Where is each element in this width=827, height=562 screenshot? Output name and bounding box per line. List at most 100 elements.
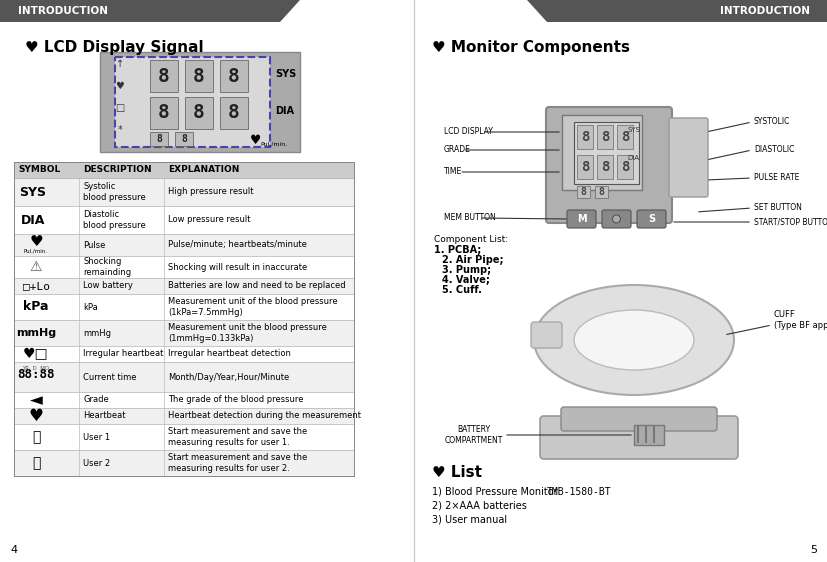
Bar <box>185 97 213 129</box>
Bar <box>14 178 354 206</box>
Text: 4. Valve;: 4. Valve; <box>442 275 490 285</box>
Text: 8: 8 <box>158 103 170 123</box>
Text: 3. Pump;: 3. Pump; <box>442 265 491 275</box>
Ellipse shape <box>574 310 694 370</box>
Text: 8: 8 <box>194 103 205 123</box>
Text: TMB-1580-BT: TMB-1580-BT <box>547 487 612 497</box>
Text: Batteries are low and need to be replaced: Batteries are low and need to be replace… <box>168 282 346 291</box>
Text: 5. Cuff.: 5. Cuff. <box>442 285 482 295</box>
Bar <box>150 60 178 92</box>
Text: GRADE: GRADE <box>444 146 471 155</box>
Text: Measurement unit the blood pressure
(1mmHg=0.133kPa): Measurement unit the blood pressure (1mm… <box>168 323 327 343</box>
Text: Pul./min.: Pul./min. <box>24 248 48 253</box>
Text: ◄: ◄ <box>30 391 42 409</box>
Text: ⚠: ⚠ <box>30 260 42 274</box>
Text: Component List:: Component List: <box>434 235 508 244</box>
Text: 8: 8 <box>621 130 629 144</box>
Bar <box>220 60 248 92</box>
Text: 8: 8 <box>621 160 629 174</box>
Text: ♥ Monitor Components: ♥ Monitor Components <box>432 40 630 55</box>
Text: 8: 8 <box>600 130 609 144</box>
Text: Low battery: Low battery <box>83 282 133 291</box>
Text: Pul./min.: Pul./min. <box>260 141 287 146</box>
Bar <box>617 155 633 179</box>
Text: ♥: ♥ <box>29 234 43 250</box>
Text: kPa: kPa <box>83 302 98 311</box>
Text: SYSTOLIC: SYSTOLIC <box>754 117 791 126</box>
Text: 8: 8 <box>156 134 162 144</box>
Bar <box>577 186 590 198</box>
Text: ♥: ♥ <box>250 134 261 147</box>
Bar <box>14 392 354 408</box>
FancyBboxPatch shape <box>567 210 596 228</box>
Text: 8: 8 <box>194 66 205 85</box>
Text: DESCRIPTION: DESCRIPTION <box>83 165 151 174</box>
Bar <box>577 125 593 149</box>
Bar <box>220 97 248 129</box>
Text: DIA: DIA <box>275 106 294 116</box>
Text: YR  D  MO: YR D MO <box>22 366 49 371</box>
Text: 8: 8 <box>599 187 605 197</box>
Text: Pulse: Pulse <box>83 241 105 250</box>
Text: 1) Blood Pressure Monitor: 1) Blood Pressure Monitor <box>432 487 557 497</box>
Text: SYS: SYS <box>275 69 296 79</box>
FancyBboxPatch shape <box>669 118 708 197</box>
Bar <box>14 450 354 476</box>
FancyBboxPatch shape <box>602 210 631 228</box>
Text: □: □ <box>116 103 125 113</box>
Text: 8: 8 <box>228 66 240 85</box>
Bar <box>597 155 613 179</box>
Text: mmHg: mmHg <box>16 328 56 338</box>
Text: EXPLANATION: EXPLANATION <box>168 165 239 174</box>
Bar <box>14 234 354 256</box>
Text: mmHg: mmHg <box>83 329 111 338</box>
Bar <box>562 115 642 190</box>
Circle shape <box>613 215 620 223</box>
FancyBboxPatch shape <box>546 107 672 223</box>
Bar <box>14 408 354 424</box>
Text: User 2: User 2 <box>83 459 110 468</box>
Text: MEM BUTTON: MEM BUTTON <box>444 214 495 223</box>
Text: S: S <box>648 214 655 224</box>
Text: BATTERY
COMPARTMENT: BATTERY COMPARTMENT <box>445 425 503 445</box>
Text: CUFF
(Type BF applied part): CUFF (Type BF applied part) <box>774 310 827 330</box>
Text: 8: 8 <box>228 103 240 123</box>
Text: 8: 8 <box>581 130 589 144</box>
Text: SET BUTTON: SET BUTTON <box>754 203 802 212</box>
Text: The grade of the blood pressure: The grade of the blood pressure <box>168 396 304 405</box>
Text: ♥ LCD Display Signal: ♥ LCD Display Signal <box>25 40 203 55</box>
Text: ♥ List: ♥ List <box>432 465 482 480</box>
FancyBboxPatch shape <box>531 322 562 348</box>
Text: 1. PCBA;: 1. PCBA; <box>434 245 481 255</box>
Text: 8: 8 <box>581 160 589 174</box>
Text: ↑: ↑ <box>116 59 124 69</box>
Text: START/STOP BUTTON: START/STOP BUTTON <box>754 217 827 226</box>
Text: ♥□: ♥□ <box>23 347 49 361</box>
Text: DIASTOLIC: DIASTOLIC <box>754 146 795 155</box>
Text: Shocking
remainding: Shocking remainding <box>83 257 131 277</box>
Bar <box>14 256 354 278</box>
Text: TIME: TIME <box>444 167 462 176</box>
Text: INTRODUCTION: INTRODUCTION <box>720 6 810 16</box>
Text: ♥: ♥ <box>29 407 44 425</box>
Text: Month/Day/Year,Hour/Minute: Month/Day/Year,Hour/Minute <box>168 373 289 382</box>
Text: ♥: ♥ <box>116 81 124 91</box>
Polygon shape <box>0 0 300 22</box>
Text: Measurement unit of the blood pressure
(1kPa=7.5mmHg): Measurement unit of the blood pressure (… <box>168 297 337 317</box>
Bar <box>14 206 354 234</box>
Bar <box>14 294 354 320</box>
Text: 88:88: 88:88 <box>17 369 55 382</box>
Bar <box>14 320 354 346</box>
Text: High pressure result: High pressure result <box>168 188 254 197</box>
Text: Irregular heartbeat: Irregular heartbeat <box>83 350 164 359</box>
Text: 3) User manual: 3) User manual <box>432 515 507 525</box>
Text: ⛹: ⛹ <box>31 430 41 444</box>
FancyBboxPatch shape <box>561 407 717 431</box>
Bar <box>14 162 354 178</box>
Text: *: * <box>117 125 122 135</box>
Bar <box>175 132 193 146</box>
Text: M: M <box>576 214 586 224</box>
Bar <box>185 60 213 92</box>
Text: INTRODUCTION: INTRODUCTION <box>18 6 108 16</box>
Text: Start measurement and save the
measuring results for user 2.: Start measurement and save the measuring… <box>168 453 308 473</box>
